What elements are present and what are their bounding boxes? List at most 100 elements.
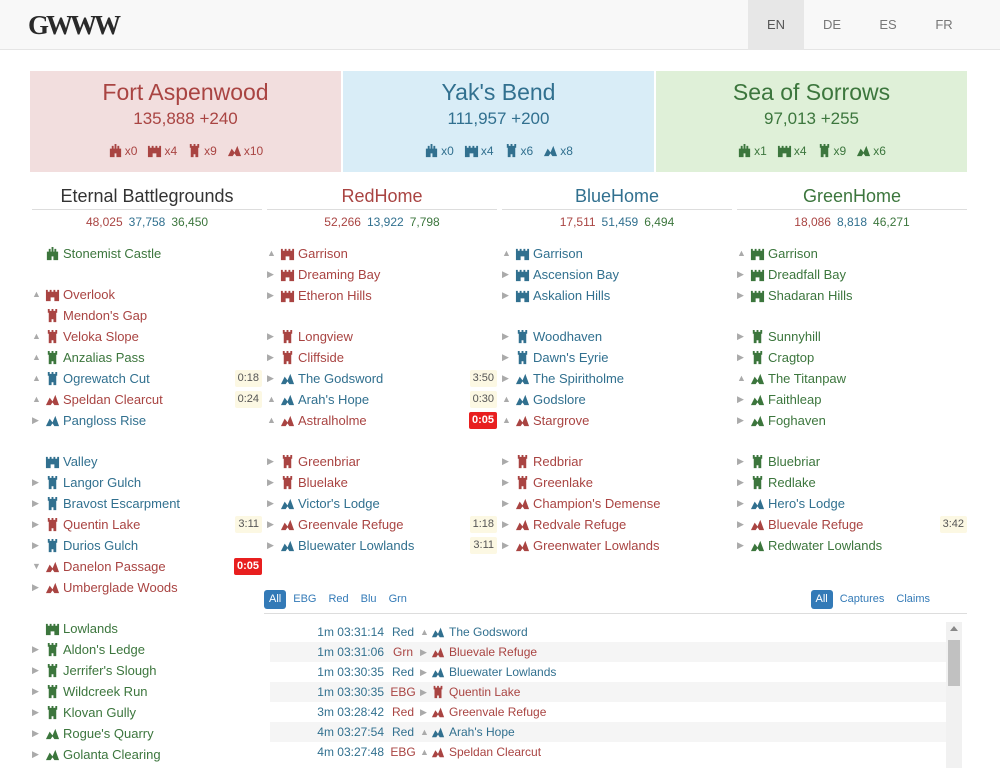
objective-name[interactable]: Redwater Lowlands [768, 538, 883, 553]
objective-name[interactable]: The Godsword [298, 371, 384, 386]
objective-name[interactable]: Aldon's Ledge [63, 642, 145, 657]
objective-name[interactable]: Etheron Hills [298, 288, 372, 303]
objective-name[interactable]: Redbriar [533, 454, 583, 469]
objective-row[interactable]: ▶ Bluebriar [737, 451, 967, 472]
objective-row[interactable]: ▲ Overlook [32, 284, 262, 305]
objective-name[interactable]: Rogue's Quarry [63, 726, 154, 741]
objective-name[interactable]: Pangloss Rise [63, 413, 147, 428]
objective-row[interactable]: ▶ Golanta Clearing [32, 744, 262, 765]
scroll-up-arrow-icon[interactable] [950, 626, 958, 631]
objective-name[interactable]: Astralholme [298, 413, 367, 428]
objective-row[interactable]: ▲ Garrison [502, 243, 732, 264]
objective-row[interactable]: ▶ Quentin Lake 3:11 [32, 514, 262, 535]
log-objective[interactable]: Greenvale Refuge [449, 705, 547, 719]
objective-row[interactable]: ▲ Veloka Slope [32, 326, 262, 347]
objective-name[interactable]: Woodhaven [533, 329, 603, 344]
objective-row[interactable]: ▶ Redbriar [502, 451, 732, 472]
objective-name[interactable]: Danelon Passage [63, 559, 166, 574]
objective-name[interactable]: Bluewater Lowlands [298, 538, 415, 553]
map-title[interactable]: Eternal Battlegrounds [32, 182, 262, 210]
log-objective[interactable]: Bluevale Refuge [449, 645, 538, 659]
log-map-filter-red[interactable]: Red [328, 593, 349, 605]
objective-name[interactable]: Wildcreek Run [63, 684, 148, 699]
objective-row[interactable]: ▲ Stargrove [502, 410, 732, 431]
log-objective[interactable]: Speldan Clearcut [449, 745, 542, 759]
objective-name[interactable]: Valley [63, 454, 98, 469]
log-objective[interactable]: The Godsword [449, 625, 528, 639]
objective-row[interactable]: ▶ Aldon's Ledge [32, 639, 262, 660]
objective-name[interactable]: Garrison [298, 246, 348, 261]
map-title[interactable]: BlueHome [502, 182, 732, 210]
objective-name[interactable]: Dreaming Bay [298, 267, 381, 282]
objective-name[interactable]: Veloka Slope [63, 329, 139, 344]
objective-name[interactable]: Dawn's Eyrie [533, 350, 609, 365]
objective-row[interactable]: ▶ Redlake [737, 472, 967, 493]
objective-row[interactable]: ▶ Greenvale Refuge 1:18 [267, 514, 497, 535]
objective-name[interactable]: Overlook [63, 287, 116, 302]
objective-row[interactable]: ▲ Garrison [267, 243, 497, 264]
objective-name[interactable]: Godslore [533, 392, 586, 407]
objective-name[interactable]: Foghaven [768, 413, 826, 428]
objective-name[interactable]: Ascension Bay [533, 267, 619, 282]
objective-name[interactable]: Garrison [533, 246, 583, 261]
objective-row[interactable]: ▶ Umberglade Woods [32, 577, 262, 598]
objective-name[interactable]: Greenvale Refuge [298, 517, 404, 532]
objective-name[interactable]: Faithleap [768, 392, 822, 407]
objective-name[interactable]: Garrison [768, 246, 818, 261]
objective-row[interactable]: ▶ Hero's Lodge [737, 493, 967, 514]
objective-name[interactable]: Redlake [768, 475, 816, 490]
log-type-filter-claims[interactable]: Claims [896, 593, 930, 605]
objective-row[interactable]: ▶ Greenlake [502, 472, 732, 493]
objective-row[interactable]: ▲ Astralholme 0:05 [267, 410, 497, 431]
world-name[interactable]: Sea of Sorrows [732, 79, 891, 105]
objective-row[interactable]: ▼ Danelon Passage 0:05 [32, 556, 262, 577]
objective-name[interactable]: Arah's Hope [298, 392, 370, 407]
log-scrollbar[interactable] [946, 622, 962, 768]
objective-row[interactable]: ▶ Cliffside [267, 347, 497, 368]
objective-name[interactable]: Cragtop [768, 350, 815, 365]
language-en-button[interactable]: EN [748, 0, 804, 50]
log-type-filter-all[interactable]: All [810, 590, 833, 609]
objective-row[interactable]: ▶ Redwater Lowlands [737, 535, 967, 556]
objective-row[interactable]: ▶ Bluelake [267, 472, 497, 493]
objective-name[interactable]: Longview [298, 329, 353, 344]
objective-row[interactable]: Mendon's Gap [32, 305, 262, 326]
objective-row[interactable]: ▶ Bluewater Lowlands 3:11 [267, 535, 497, 556]
objective-row[interactable]: ▶ Champion's Demense [502, 493, 732, 514]
objective-row[interactable]: ▶ Victor's Lodge [267, 493, 497, 514]
objective-name[interactable]: Dreadfall Bay [768, 267, 847, 282]
objective-name[interactable]: Bravost Escarpment [63, 496, 181, 511]
objective-row[interactable]: ▶ Greenbriar [267, 451, 497, 472]
objective-name[interactable]: Redvale Refuge [533, 517, 627, 532]
objective-row[interactable]: ▶ Rogue's Quarry [32, 723, 262, 744]
objective-name[interactable]: Ogrewatch Cut [63, 371, 150, 386]
log-map-filter-grn[interactable]: Grn [388, 593, 407, 605]
objective-name[interactable]: Sunnyhill [768, 329, 821, 344]
objective-row[interactable]: ▶ Bluevale Refuge 3:42 [737, 514, 967, 535]
objective-row[interactable]: Valley [32, 451, 262, 472]
log-objective[interactable]: Quentin Lake [449, 685, 521, 699]
language-de-button[interactable]: DE [822, 17, 842, 32]
objective-name[interactable]: Champion's Demense [533, 496, 661, 511]
objective-row[interactable]: ▶ Redvale Refuge [502, 514, 732, 535]
world-name[interactable]: Fort Aspenwood [102, 79, 269, 105]
log-row[interactable]: 1m 03:31:14 Red ▲ The Godsword [270, 622, 962, 642]
log-row[interactable]: 1m 03:30:35 EBG ▶ Quentin Lake [270, 682, 962, 702]
language-fr-button[interactable]: FR [935, 17, 953, 32]
log-objective[interactable]: Arah's Hope [449, 725, 515, 739]
objective-row[interactable]: ▲ The Titanpaw [737, 368, 967, 389]
map-title[interactable]: GreenHome [737, 182, 967, 210]
map-title[interactable]: RedHome [267, 182, 497, 210]
log-map-filter-blu[interactable]: Blu [360, 593, 377, 605]
objective-row[interactable]: ▶ Langor Gulch [32, 472, 262, 493]
log-row[interactable]: 3m 03:28:42 Red ▶ Greenvale Refuge [270, 702, 962, 722]
objective-name[interactable]: Shadaran Hills [768, 288, 853, 303]
objective-name[interactable]: Jerrifer's Slough [63, 663, 157, 678]
objective-row[interactable]: ▲ Anzalias Pass [32, 347, 262, 368]
objective-name[interactable]: Cliffside [298, 350, 345, 365]
objective-row[interactable]: ▶ Sunnyhill [737, 326, 967, 347]
objective-name[interactable]: Langor Gulch [63, 475, 142, 490]
objective-name[interactable]: Victor's Lodge [298, 496, 380, 511]
objective-row[interactable]: ▶ Ascension Bay [502, 264, 732, 285]
objective-row[interactable]: ▶ The Godsword 3:50 [267, 368, 497, 389]
